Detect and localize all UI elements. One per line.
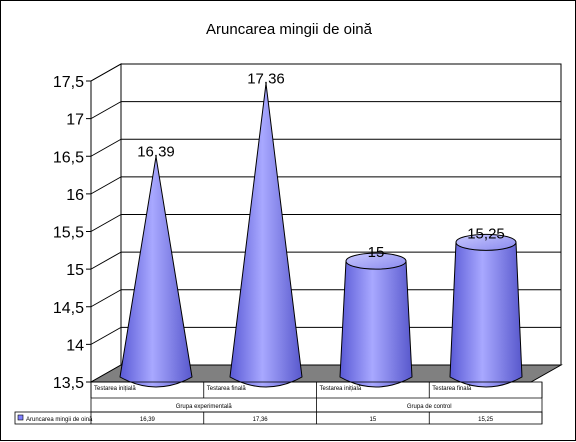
data-label: 17,36 xyxy=(247,71,285,88)
y-tick-label: 17,5 xyxy=(53,74,84,91)
cone-body xyxy=(229,83,303,388)
data-label: 15 xyxy=(368,244,385,261)
x-group-label: Grupa experimentală xyxy=(176,404,233,410)
gridline-side xyxy=(90,176,122,195)
y-tick-label: 17 xyxy=(66,112,84,129)
x-category-label: Testarea finală xyxy=(207,386,247,392)
cone-body xyxy=(339,260,413,388)
cone-body xyxy=(119,156,193,388)
y-tick-label: 16,5 xyxy=(53,149,84,166)
legend-swatch xyxy=(17,414,24,421)
cone xyxy=(339,252,413,388)
data-table: Testarea inițială Testarea finală Testarea… xyxy=(14,381,543,425)
table-value: 16,39 xyxy=(140,417,156,423)
table-value-row xyxy=(14,411,543,425)
cone xyxy=(449,233,523,388)
x-category-label: Testarea inițială xyxy=(320,386,362,392)
cone-body xyxy=(449,241,523,388)
cone-top xyxy=(345,252,407,270)
gridline-side xyxy=(90,214,122,232)
y-tick-label: 14,5 xyxy=(53,300,84,317)
gridline-side xyxy=(90,289,122,308)
y-axis-ticks: 13,5 14 14,5 15 15,5 16 16,5 17 17,5 xyxy=(53,74,92,392)
chart-title: Aruncarea mingii de oină xyxy=(206,21,373,38)
data-labels: 16,39 17,36 15 15,25 xyxy=(137,71,505,262)
x-category-label: Testarea inițială xyxy=(94,386,136,392)
gridline-side xyxy=(90,138,122,157)
cone-top xyxy=(455,233,517,251)
y-tick-label: 15,5 xyxy=(53,225,84,242)
cone xyxy=(119,156,193,388)
x-group-label: Grupa de control xyxy=(407,404,452,410)
gridline-side xyxy=(90,251,122,270)
table-value: 17,36 xyxy=(253,417,269,423)
y-tick-label: 15 xyxy=(66,262,84,279)
x-category-label: Testarea finală xyxy=(432,386,472,392)
data-label: 15,25 xyxy=(467,225,505,242)
y-tick-label: 13,5 xyxy=(53,375,84,392)
cones xyxy=(119,83,523,388)
gridline-side xyxy=(90,101,122,120)
table-value: 15 xyxy=(370,417,377,423)
y-tick-label: 16 xyxy=(66,187,84,204)
data-label: 16,39 xyxy=(137,144,175,161)
table-value: 15,25 xyxy=(478,417,494,423)
gridline-side xyxy=(90,326,122,345)
gridline-side xyxy=(90,63,122,82)
legend-series-name: Aruncarea mingii de oină xyxy=(26,417,93,423)
y-tick-label: 14 xyxy=(66,337,84,354)
cone xyxy=(229,83,303,388)
